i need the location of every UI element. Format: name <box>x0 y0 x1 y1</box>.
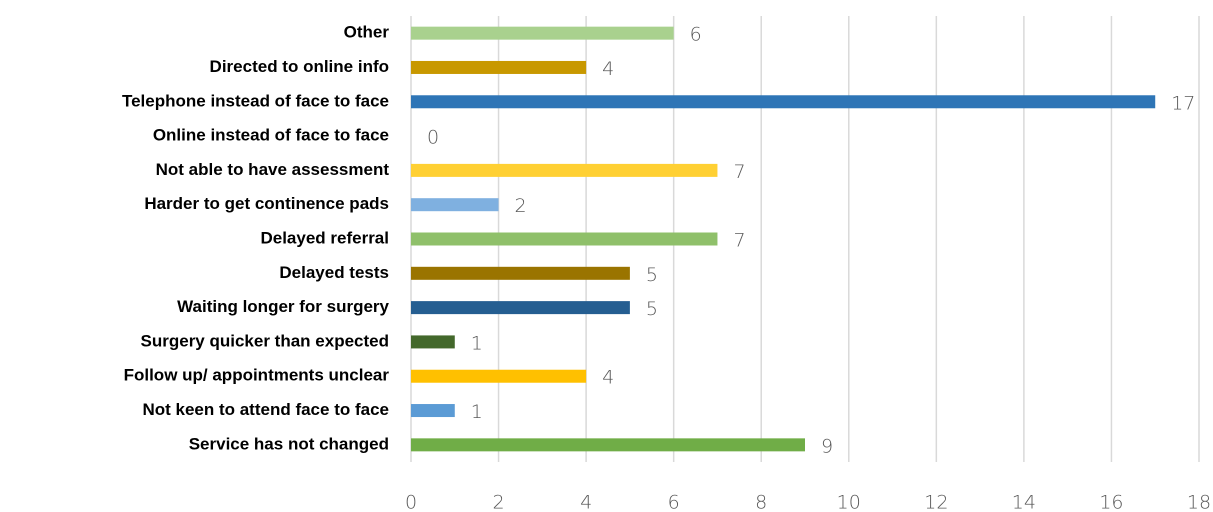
data-label: 4 <box>602 367 614 389</box>
data-label: 2 <box>515 195 527 217</box>
bar <box>411 232 718 246</box>
bar <box>411 369 587 383</box>
data-label: 5 <box>646 298 658 320</box>
data-label: 7 <box>733 161 745 183</box>
bar <box>411 95 1156 109</box>
y-tick-label: Follow up/ appointments unclear <box>124 366 390 385</box>
data-label: 9 <box>821 435 833 457</box>
data-label: 6 <box>690 24 702 46</box>
bar <box>411 335 455 349</box>
x-tick-label: 6 <box>668 492 680 512</box>
x-tick-label: 4 <box>580 492 592 512</box>
y-tick-label: Surgery quicker than expected <box>141 331 389 350</box>
bar <box>411 301 630 315</box>
y-tick-label: Directed to online info <box>210 57 389 76</box>
y-tick-label: Other <box>344 23 390 42</box>
bar <box>411 26 674 40</box>
data-label: 0 <box>427 127 439 149</box>
bar <box>411 198 499 212</box>
y-tick-label: Not able to have assessment <box>156 160 390 179</box>
y-tick-label: Telephone instead of face to face <box>122 91 389 110</box>
bar <box>411 438 805 452</box>
data-label: 17 <box>1171 92 1195 114</box>
y-tick-label: Not keen to attend face to face <box>142 400 389 419</box>
data-label: 4 <box>602 58 614 80</box>
y-tick-label: Service has not changed <box>189 434 389 453</box>
data-label: 5 <box>646 264 658 286</box>
y-tick-label: Harder to get continence pads <box>144 194 389 213</box>
x-tick-label: 0 <box>405 492 417 512</box>
x-tick-label: 18 <box>1187 492 1211 512</box>
y-tick-label: Delayed tests <box>279 263 389 282</box>
bar <box>411 266 630 280</box>
x-tick-label: 14 <box>1012 492 1036 512</box>
y-tick-label: Online instead of face to face <box>153 126 389 145</box>
x-tick-label: 16 <box>1099 492 1123 512</box>
x-tick-label: 8 <box>755 492 767 512</box>
x-tick-label: 10 <box>837 492 861 512</box>
x-tick-label: 12 <box>924 492 948 512</box>
data-label: 1 <box>471 332 483 354</box>
x-tick-label: 2 <box>493 492 505 512</box>
bar <box>411 60 587 74</box>
y-tick-label: Delayed referral <box>260 228 389 247</box>
data-label: 7 <box>733 230 745 252</box>
y-tick-label: Waiting longer for surgery <box>177 297 389 316</box>
data-label: 1 <box>471 401 483 423</box>
bar <box>411 163 718 177</box>
bar <box>411 404 455 418</box>
